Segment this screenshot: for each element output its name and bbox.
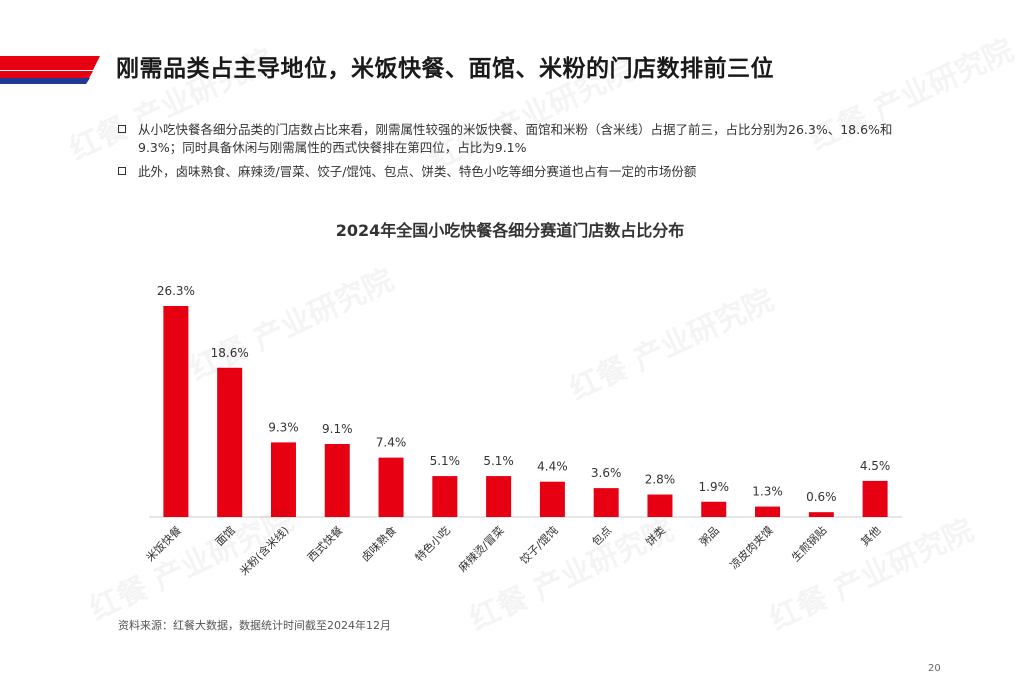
category-tick-label: 凉皮肉夹馍 (727, 523, 776, 572)
data-label: 9.3% (268, 420, 299, 434)
data-label: 2.8% (645, 473, 676, 487)
bullet-square-icon (118, 125, 126, 133)
bar (378, 457, 404, 517)
category-tick-label: 麻辣烫/冒菜 (455, 523, 506, 574)
page-number: 20 (928, 663, 941, 674)
category-tick-label: 卤味熟食 (358, 523, 399, 564)
page-title: 刚需品类占主导地位，米饭快餐、面馆、米粉的门店数排前三位 (116, 56, 774, 82)
category-tick-label: 饼类 (643, 523, 668, 548)
data-label: 1.9% (699, 480, 730, 494)
bar (217, 367, 243, 517)
category-tick-label: 其他 (858, 524, 883, 549)
chart-title: 2024年全国小吃快餐各细分赛道门店数占比分布 (335, 221, 685, 240)
bar (163, 306, 189, 517)
bar (755, 506, 781, 517)
bar (647, 494, 673, 517)
data-label: 5.1% (430, 454, 461, 468)
data-label: 5.1% (483, 454, 514, 468)
bullet-item: 此外，卤味熟食、麻辣烫/冒菜、饺子/馄饨、包点、饼类、特色小吃等细分赛道也占有一… (118, 163, 918, 181)
category-tick-label: 米粉(含米线) (237, 523, 292, 578)
category-tick-label: 西式快餐 (304, 523, 345, 564)
bullet-text: 此外，卤味熟食、麻辣烫/冒菜、饺子/馄饨、包点、饼类、特色小吃等细分赛道也占有一… (138, 164, 697, 179)
category-tick-label: 粥品 (697, 524, 722, 549)
category-tick-label: 面馆 (212, 523, 237, 548)
bar (701, 501, 727, 517)
bar (486, 476, 512, 517)
bullet-item: 从小吃快餐各细分品类的门店数占比来看，刚需属性较强的米饭快餐、面馆和米粉（含米线… (118, 121, 918, 157)
data-label: 3.6% (591, 466, 622, 480)
category-tick-label: 米饭快餐 (143, 523, 184, 564)
category-tick-label: 特色小吃 (412, 523, 453, 564)
data-label: 0.6% (806, 490, 837, 504)
bar (593, 488, 619, 517)
data-label: 4.5% (860, 459, 891, 473)
bullet-square-icon (118, 167, 126, 175)
data-label: 26.3% (157, 284, 195, 298)
header-accent-bar (0, 52, 100, 84)
bar (862, 480, 888, 517)
data-label: 4.4% (537, 460, 568, 474)
data-label: 1.3% (752, 485, 783, 499)
category-tick-label: 饺子/馄饨 (517, 523, 561, 567)
bar (808, 512, 834, 517)
category-tick-label: 生煎锅贴 (788, 523, 829, 564)
source-note: 资料来源：红餐大数据，数据统计时间截至2024年12月 (118, 619, 391, 632)
bar (270, 442, 296, 517)
bar (324, 443, 350, 517)
data-label: 18.6% (211, 346, 249, 360)
bullet-list: 从小吃快餐各细分品类的门店数占比来看，刚需属性较强的米饭快餐、面馆和米粉（含米线… (118, 121, 918, 187)
data-label: 9.1% (322, 422, 353, 436)
bar (432, 476, 458, 517)
bar (539, 481, 565, 517)
category-tick-label: 包点 (590, 524, 615, 549)
bullet-text: 从小吃快餐各细分品类的门店数占比来看，刚需属性较强的米饭快餐、面馆和米粉（含米线… (138, 122, 893, 155)
data-label: 7.4% (376, 436, 407, 450)
